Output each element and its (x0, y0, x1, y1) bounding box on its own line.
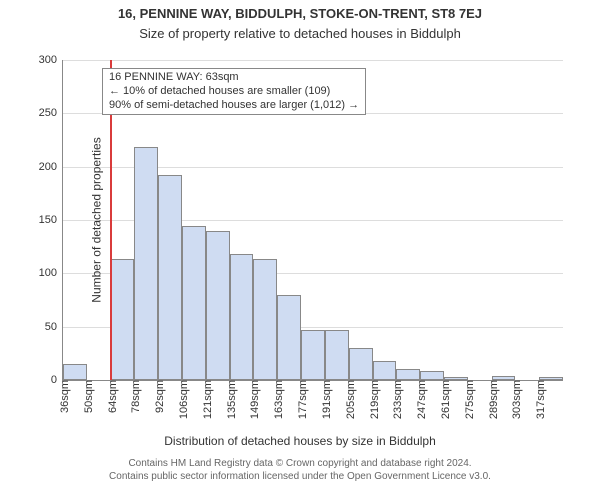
info-line2: ← 10% of detached houses are smaller (10… (109, 85, 359, 99)
chart-title-line1: 16, PENNINE WAY, BIDDULPH, STOKE-ON-TREN… (0, 6, 600, 21)
chart-title-line2: Size of property relative to detached ho… (0, 26, 600, 41)
x-tick-label: 247sqm (412, 380, 428, 419)
histogram-bar (206, 231, 230, 380)
x-tick-label: 275sqm (460, 380, 476, 419)
x-tick-label: 135sqm (222, 380, 238, 419)
x-axis-label: Distribution of detached houses by size … (0, 434, 600, 448)
histogram-bar (373, 361, 397, 380)
x-tick-label: 64sqm (103, 380, 119, 413)
histogram-bar (420, 371, 444, 380)
gridline (63, 60, 563, 61)
info-box: 16 PENNINE WAY: 63sqm ← 10% of detached … (102, 68, 366, 115)
x-tick-label: 149sqm (245, 380, 261, 419)
y-tick-label: 150 (39, 214, 63, 226)
histogram-bar (277, 295, 301, 380)
histogram-bar (301, 330, 325, 380)
x-tick-label: 177sqm (293, 380, 309, 419)
x-tick-label: 317sqm (531, 380, 547, 419)
histogram-bar (325, 330, 349, 380)
x-tick-label: 303sqm (507, 380, 523, 419)
histogram-bar (349, 348, 373, 380)
x-tick-label: 92sqm (150, 380, 166, 413)
x-tick-label: 163sqm (269, 380, 285, 419)
histogram-bar (396, 369, 420, 380)
histogram-bar (158, 175, 182, 380)
footer-line2: Contains public sector information licen… (0, 471, 600, 484)
y-tick-label: 250 (39, 107, 63, 119)
info-line1: 16 PENNINE WAY: 63sqm (109, 71, 359, 85)
x-tick-label: 261sqm (436, 380, 452, 419)
info-line3: 90% of semi-detached houses are larger (… (109, 99, 359, 113)
chart-footer: Contains HM Land Registry data © Crown c… (0, 458, 600, 483)
y-tick-label: 200 (39, 161, 63, 173)
x-tick-label: 121sqm (198, 380, 214, 419)
footer-line1: Contains HM Land Registry data © Crown c… (0, 458, 600, 471)
x-tick-label: 191sqm (317, 380, 333, 419)
x-tick-label: 219sqm (365, 380, 381, 419)
histogram-bar (111, 259, 135, 380)
y-tick-label: 300 (39, 54, 63, 66)
histogram-bar (63, 364, 87, 380)
y-axis-label: Number of detached properties (90, 137, 104, 302)
x-tick-label: 36sqm (55, 380, 71, 413)
y-tick-label: 100 (39, 267, 63, 279)
histogram-bar (253, 259, 277, 380)
x-tick-label: 205sqm (341, 380, 357, 419)
x-tick-label: 233sqm (388, 380, 404, 419)
histogram-bar (182, 226, 206, 380)
histogram-bar (134, 147, 158, 380)
x-tick-label: 50sqm (79, 380, 95, 413)
x-tick-label: 289sqm (484, 380, 500, 419)
x-tick-label: 106sqm (174, 380, 190, 419)
chart-container: 16, PENNINE WAY, BIDDULPH, STOKE-ON-TREN… (0, 0, 600, 500)
y-tick-label: 50 (45, 321, 63, 333)
x-tick-label: 78sqm (126, 380, 142, 413)
histogram-bar (230, 254, 254, 380)
